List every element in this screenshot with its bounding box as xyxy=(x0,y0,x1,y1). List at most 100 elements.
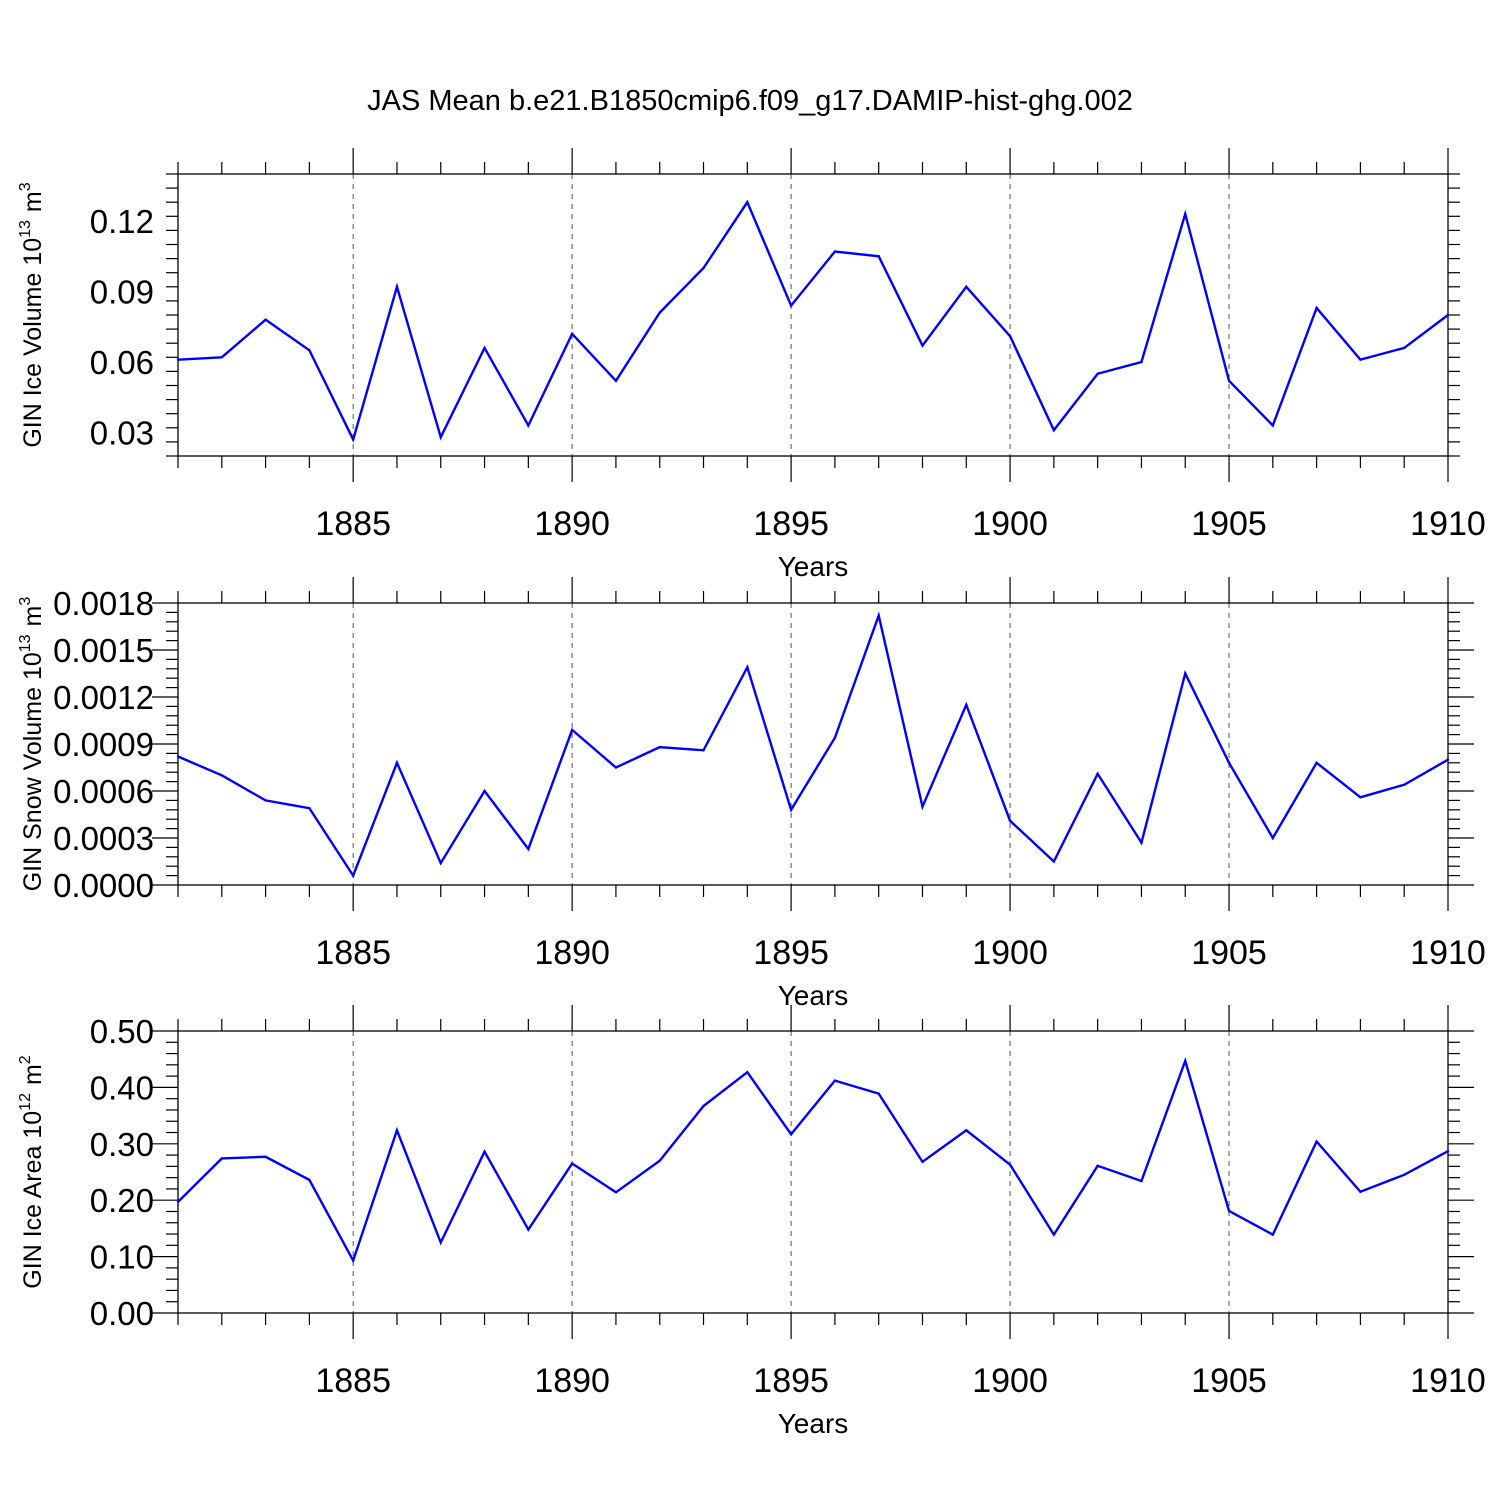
data-point xyxy=(527,1228,530,1231)
data-point xyxy=(614,1191,618,1194)
x-tick-label: 1905 xyxy=(1191,1362,1267,1400)
y-axis-label: GIN Ice Area 1012 m2 xyxy=(17,1055,47,1289)
data-point xyxy=(176,358,180,361)
data-point xyxy=(220,1157,223,1160)
y-tick-label: 0.10 xyxy=(90,1239,154,1276)
data-point xyxy=(1227,379,1231,382)
data-point xyxy=(351,1259,355,1262)
plot-frame xyxy=(177,1030,1449,1314)
data-point xyxy=(483,789,486,793)
data-point xyxy=(176,755,180,758)
data-point xyxy=(921,344,924,347)
x-tick-label: 1900 xyxy=(972,505,1048,543)
data-point xyxy=(833,250,837,253)
data-point xyxy=(1184,672,1187,675)
data-point xyxy=(527,424,530,427)
y-tick-label: 0.0015 xyxy=(53,632,154,669)
data-point xyxy=(614,766,618,769)
y-tick-label: 0.0000 xyxy=(53,867,154,904)
data-point xyxy=(1315,306,1318,310)
y-axis-label-unit: m xyxy=(19,606,47,627)
data-point xyxy=(746,1070,749,1074)
y-axis-label-main: GIN Ice Area 10 xyxy=(19,1111,47,1289)
y-tick-label: 0.09 xyxy=(90,274,154,311)
data-point xyxy=(1140,841,1143,844)
x-tick-label: 1905 xyxy=(1191,934,1267,972)
data-point xyxy=(1140,360,1143,364)
data-point xyxy=(220,774,223,777)
data-point xyxy=(1140,1179,1143,1183)
data-point xyxy=(439,436,442,439)
y-tick-label: 0.50 xyxy=(90,1013,154,1050)
y-axis-label-unit-exponent: 3 xyxy=(17,597,34,606)
data-point xyxy=(1227,761,1231,764)
y-axis-label-unit: m xyxy=(19,1064,47,1085)
x-tick-label: 1890 xyxy=(534,1362,610,1400)
data-point xyxy=(833,736,837,739)
data-point xyxy=(176,1200,180,1204)
data-point xyxy=(1184,212,1187,216)
x-tick-label: 1890 xyxy=(534,934,610,972)
data-point xyxy=(527,847,530,851)
data-point xyxy=(965,285,968,288)
y-axis-label-unit-exponent: 2 xyxy=(17,1055,34,1064)
data-point xyxy=(395,761,399,764)
data-point xyxy=(1315,761,1318,764)
x-tick-label: 1910 xyxy=(1410,934,1486,972)
data-point xyxy=(1271,1233,1275,1236)
data-point xyxy=(702,749,705,752)
y-tick-label: 0.0012 xyxy=(53,679,154,716)
x-axis-label: Years xyxy=(778,1408,849,1439)
data-point xyxy=(1359,358,1362,361)
y-axis-label-main: GIN Snow Volume 10 xyxy=(19,652,47,891)
x-tick-label: 1885 xyxy=(315,934,391,972)
data-point xyxy=(483,1150,486,1153)
data-point xyxy=(702,1104,705,1108)
y-tick-label: 0.0003 xyxy=(53,820,154,857)
x-tick-label: 1910 xyxy=(1410,1362,1486,1400)
series-line xyxy=(177,199,1449,443)
data-point xyxy=(264,1155,267,1158)
data-point xyxy=(1008,819,1012,822)
y-tick-label: 0.20 xyxy=(90,1182,154,1219)
data-point xyxy=(395,1129,399,1132)
data-point xyxy=(1096,1164,1099,1167)
y-axis-label-exponent: 12 xyxy=(17,1093,34,1111)
y-tick-label: 0.03 xyxy=(90,415,154,452)
data-point xyxy=(570,728,574,732)
series-line xyxy=(177,1057,1449,1264)
y-tick-label: 0.12 xyxy=(90,203,154,240)
data-point xyxy=(658,745,661,749)
data-point xyxy=(877,614,880,617)
data-point xyxy=(570,332,574,335)
data-point xyxy=(965,703,968,707)
chart-panels: 0.03 0.06 0.09 0.12 1885 1890 1895 1900 1905 1910… xyxy=(17,148,1486,1439)
y-tick-label: 0.40 xyxy=(90,1069,154,1106)
data-point xyxy=(264,799,267,802)
data-point xyxy=(1008,1163,1012,1166)
data-point xyxy=(483,346,486,350)
data-point xyxy=(395,285,399,288)
x-tick-label: 1900 xyxy=(972,934,1048,972)
data-point xyxy=(789,808,793,811)
data-point xyxy=(351,874,355,877)
data-point xyxy=(833,1079,837,1082)
data-point xyxy=(220,356,223,359)
data-point xyxy=(1315,1140,1318,1143)
data-point xyxy=(264,318,267,321)
y-axis-label-exponent: 13 xyxy=(17,220,34,238)
data-point xyxy=(1052,428,1056,432)
data-point xyxy=(1096,772,1099,775)
y-tick-label: 0.0018 xyxy=(53,585,154,622)
y-axis-label-unit-exponent: 3 xyxy=(17,182,34,191)
data-point xyxy=(1271,424,1275,427)
data-point xyxy=(1096,372,1099,375)
data-point xyxy=(921,805,924,808)
y-tick-label: 0.00 xyxy=(90,1295,154,1332)
y-tick-label: 0.06 xyxy=(90,344,154,381)
y-tick-label: 0.0006 xyxy=(53,773,154,810)
data-point xyxy=(1446,313,1450,317)
y-axis-label-unit: m xyxy=(19,191,47,212)
data-point xyxy=(308,349,311,352)
